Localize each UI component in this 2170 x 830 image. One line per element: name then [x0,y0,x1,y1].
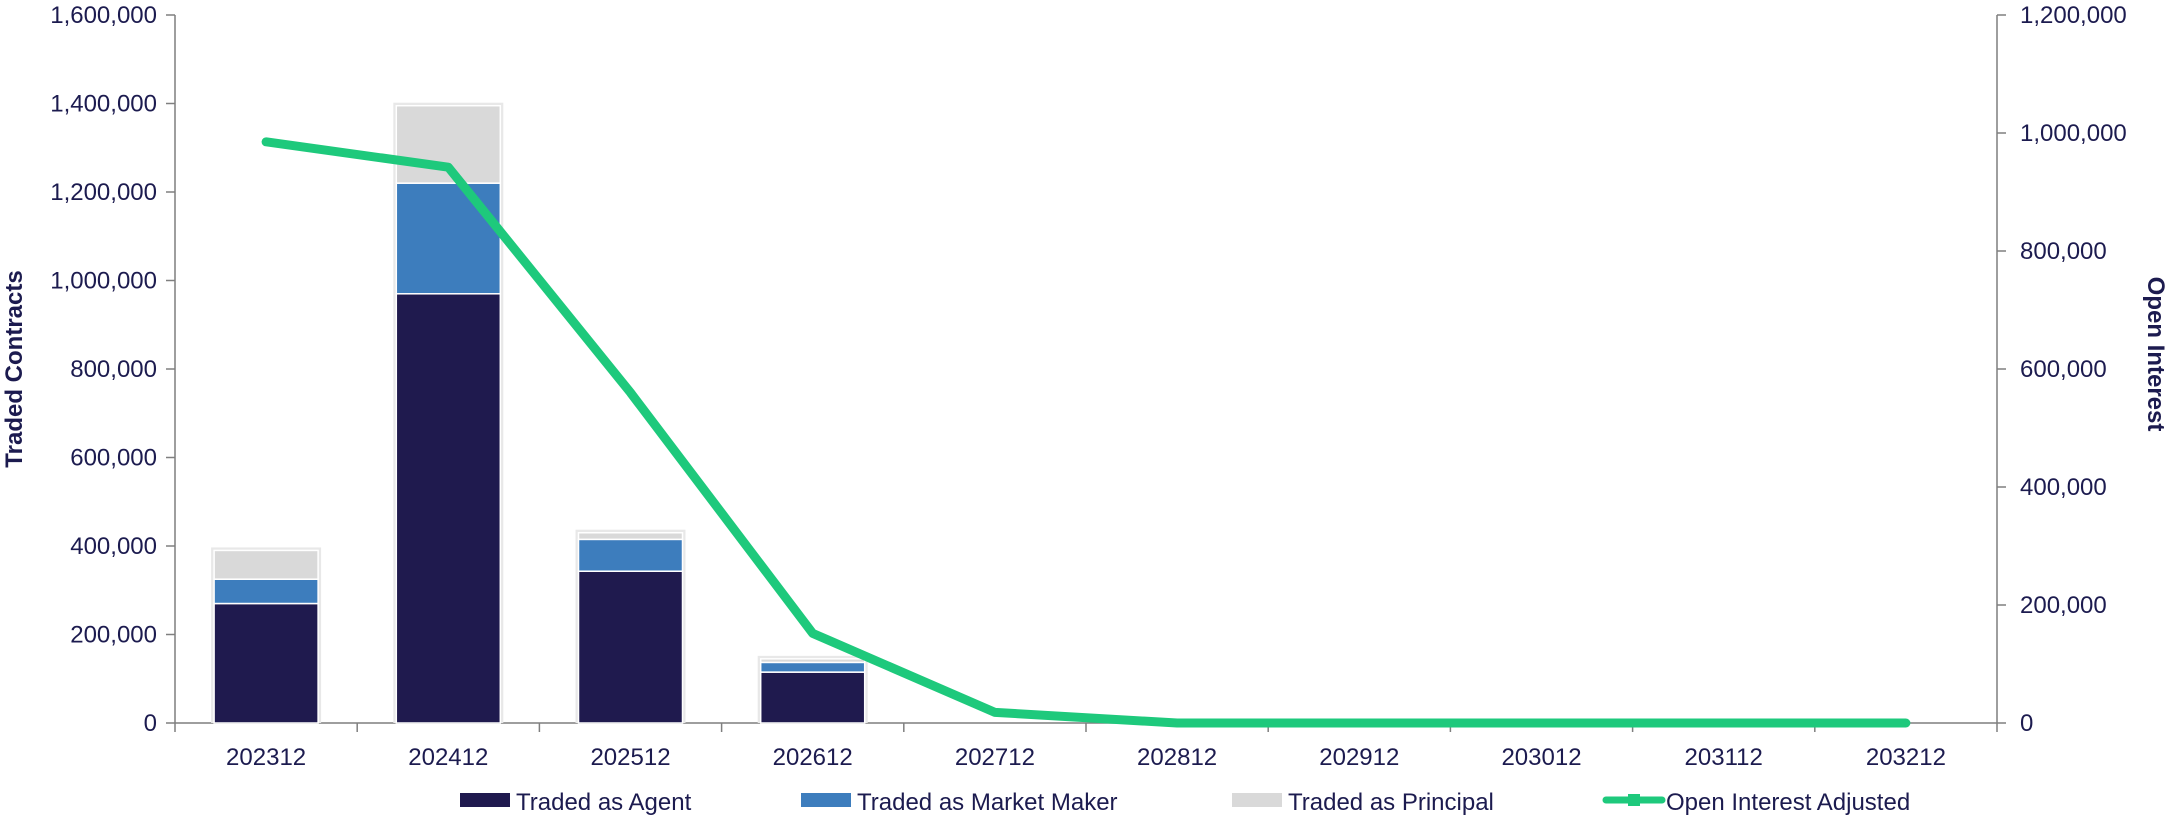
y2-tick-label: 1,200,000 [2020,2,2127,29]
bar-segment [577,531,684,541]
y2-tick-label: 1,000,000 [2020,120,2127,147]
legend: Traded as Agent Traded as Market Maker Tra… [460,789,1910,816]
y-tick-label: 200,000 [70,622,157,649]
open-interest-line-path [261,137,1911,728]
line-point [810,631,815,636]
y2-tick-label: 600,000 [2020,356,2107,383]
y-tick-label: 400,000 [70,533,157,560]
x-tick-label: 202312 [226,744,306,771]
y2-tick-label: 800,000 [2020,238,2107,265]
y-tick-label: 1,000,000 [50,268,157,295]
legend-marker [1628,794,1640,806]
x-tick-label: 202912 [1319,744,1399,771]
y-tick-label: 1,200,000 [50,179,157,206]
line-point [446,165,451,170]
bar-segment [759,671,866,724]
x-tick-label: 203112 [1685,744,1763,771]
bar-segment [577,538,684,572]
line-point [992,710,997,715]
line-point [1539,721,1544,725]
legend-swatch [460,793,510,807]
line-point [628,390,633,395]
x-tick-label: 203212 [1866,744,1946,771]
line-point [1357,721,1362,725]
bar-segment [577,570,684,724]
bar-segment [395,293,502,724]
x-tick-label: 202712 [955,744,1035,771]
open-interest-line [261,137,1911,728]
bar-segment [395,182,502,295]
x-tick-label: 202812 [1137,744,1217,771]
y-tick-label: 0 [144,710,157,737]
legend-swatch [801,793,851,807]
legend-label: Traded as Market Maker [857,789,1118,816]
y2-tick-label: 0 [2020,710,2033,737]
y2-tick-label: 200,000 [2020,592,2107,619]
y-axis-title: Traded Contracts [1,270,28,467]
y-tick-label: 800,000 [70,356,157,383]
legend-label: Open Interest Adjusted [1666,789,1910,816]
y2-tick-label: 400,000 [2020,474,2107,501]
tick-labels: 0 200,000 400,000 600,000 800,000 1,000,000 1,… [50,2,2127,771]
y-tick-label: 1,400,000 [50,91,157,118]
bar-segment [213,578,319,605]
line-point [1903,721,1908,725]
legend-swatch [1232,793,1282,807]
bars [211,102,868,724]
line-point [1721,721,1726,725]
x-tick-label: 202512 [590,744,670,771]
x-tick-label: 202612 [773,744,853,771]
y2-axis-title: Open Interest [2142,277,2169,432]
bar-segment [759,661,866,673]
line-point [264,139,269,144]
x-tick-label: 202412 [408,744,488,771]
bar-segment [213,549,319,580]
legend-label: Traded as Principal [1288,789,1494,816]
line-point [1175,721,1180,725]
bar-segment [759,658,866,664]
legend-label: Traded as Agent [516,789,692,816]
y-tick-label: 600,000 [70,445,157,472]
y-tick-label: 1,600,000 [50,2,157,29]
bar-segment [213,602,319,724]
x-tick-label: 203012 [1501,744,1581,771]
